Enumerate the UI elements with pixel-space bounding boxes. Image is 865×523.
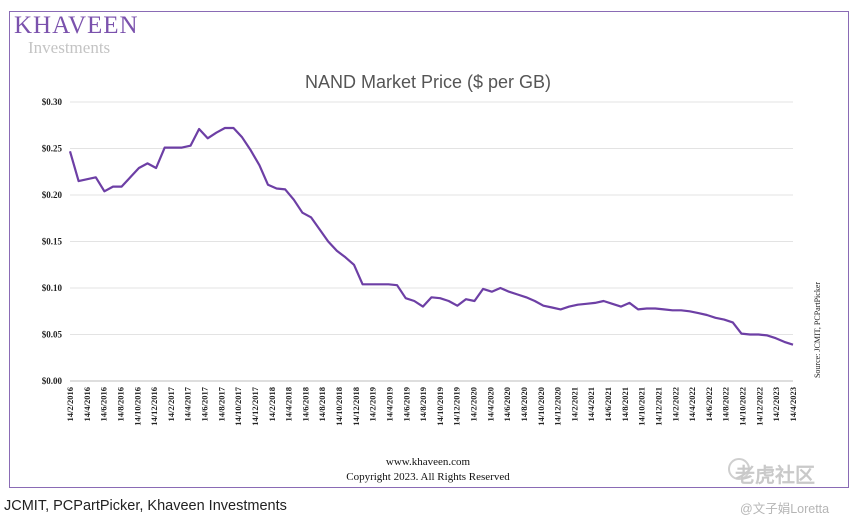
x-tick-label: 14/6/2021 bbox=[603, 387, 613, 421]
logo-sub: Investments bbox=[28, 38, 111, 57]
x-tick-label: 14/12/2016 bbox=[149, 387, 159, 426]
x-tick-label: 14/4/2018 bbox=[284, 387, 294, 421]
x-tick-label: 14/8/2018 bbox=[317, 387, 327, 421]
chart-title: NAND Market Price ($ per GB) bbox=[305, 72, 551, 92]
x-tick-label: 14/4/2019 bbox=[384, 387, 394, 421]
x-tick-label: 14/6/2022 bbox=[704, 387, 714, 421]
x-tick-label: 14/10/2021 bbox=[637, 387, 647, 426]
y-tick-label: $0.15 bbox=[42, 237, 63, 247]
x-tick-label: 14/6/2018 bbox=[300, 387, 310, 421]
x-tick-label: 14/8/2016 bbox=[115, 387, 125, 421]
x-tick-label: 14/6/2017 bbox=[200, 386, 210, 421]
x-tick-label: 14/4/2020 bbox=[485, 387, 495, 421]
source-caption: JCMIT, PCPartPicker, Khaveen Investments bbox=[4, 498, 287, 514]
x-tick-label: 14/4/2021 bbox=[586, 387, 596, 421]
x-tick-label: 14/6/2016 bbox=[99, 387, 109, 421]
x-tick-label: 14/2/2021 bbox=[569, 387, 579, 421]
khaveen-logo: KHAVEEN Investments bbox=[14, 13, 139, 56]
x-tick-label: 14/2/2017 bbox=[166, 386, 176, 421]
y-tick-label: $0.10 bbox=[42, 283, 63, 293]
watermark-main: 老虎社区 bbox=[735, 465, 815, 487]
x-axis-ticks: 14/2/2016 14/4/2016 14/6/2016 14/8/2016 14/1… bbox=[65, 386, 798, 425]
x-tick-label: 14/10/2018 bbox=[334, 387, 344, 426]
series-line bbox=[68, 126, 794, 346]
x-tick-label: 14/12/2019 bbox=[452, 387, 462, 426]
x-tick-label: 14/6/2020 bbox=[502, 387, 512, 421]
y-tick-label: $0.25 bbox=[42, 144, 63, 154]
x-tick-label: 14/4/2023 bbox=[788, 387, 798, 421]
x-tick-label: 14/8/2020 bbox=[519, 387, 529, 421]
x-tick-label: 14/8/2017 bbox=[216, 386, 226, 421]
y-tick-label: $0.05 bbox=[42, 330, 63, 340]
y-tick-label: $0.30 bbox=[42, 97, 63, 107]
x-tick-label: 14/6/2019 bbox=[401, 387, 411, 421]
x-tick-label: 14/2/2022 bbox=[670, 387, 680, 421]
logo-brand: KHAVEEN bbox=[14, 12, 139, 39]
x-tick-label: 14/12/2022 bbox=[754, 387, 764, 426]
y-tick-label: $0.00 bbox=[42, 376, 63, 386]
x-tick-label: 14/4/2017 bbox=[183, 386, 193, 421]
source-note: Source: JCMIT, PCPartPicker bbox=[813, 282, 822, 378]
x-tick-label: 14/4/2016 bbox=[82, 387, 92, 421]
x-tick-label: 14/2/2018 bbox=[267, 387, 277, 421]
x-tick-label: 14/2/2019 bbox=[368, 387, 378, 421]
x-tick-label: 14/8/2022 bbox=[721, 387, 731, 421]
watermark-sub: @文子娟Loretta bbox=[740, 502, 830, 516]
x-tick-label: 14/8/2021 bbox=[620, 387, 630, 421]
x-tick-label: 14/4/2022 bbox=[687, 387, 697, 421]
x-tick-label: 14/12/2017 bbox=[250, 386, 260, 425]
x-tick-label: 14/10/2019 bbox=[435, 387, 445, 426]
y-tick-label: $0.20 bbox=[42, 190, 63, 200]
x-tick-label: 14/10/2017 bbox=[233, 386, 243, 425]
x-tick-label: 14/10/2022 bbox=[738, 387, 748, 426]
x-tick-label: 14/8/2019 bbox=[418, 387, 428, 421]
footer-copyright: Copyright 2023. All Rights Reserved bbox=[346, 471, 510, 483]
x-tick-label: 14/10/2016 bbox=[132, 387, 142, 426]
gridlines bbox=[70, 101, 793, 382]
watermark-icon bbox=[728, 458, 750, 480]
x-tick-label: 14/12/2018 bbox=[351, 387, 361, 426]
x-tick-label: 14/12/2021 bbox=[653, 387, 663, 426]
x-tick-label: 14/12/2020 bbox=[553, 387, 563, 426]
x-tick-label: 14/2/2020 bbox=[469, 387, 479, 421]
y-axis-ticks: $0.00 $0.05 $0.10 $0.15 $0.20 $0.25 $0.30 bbox=[42, 97, 63, 386]
series-layer bbox=[68, 126, 794, 346]
footer-site: www.khaveen.com bbox=[386, 456, 471, 468]
x-tick-label: 14/10/2020 bbox=[536, 387, 546, 426]
x-tick-label: 14/2/2023 bbox=[771, 387, 781, 421]
chart-frame bbox=[9, 11, 849, 488]
x-tick-label: 14/2/2016 bbox=[65, 387, 75, 421]
